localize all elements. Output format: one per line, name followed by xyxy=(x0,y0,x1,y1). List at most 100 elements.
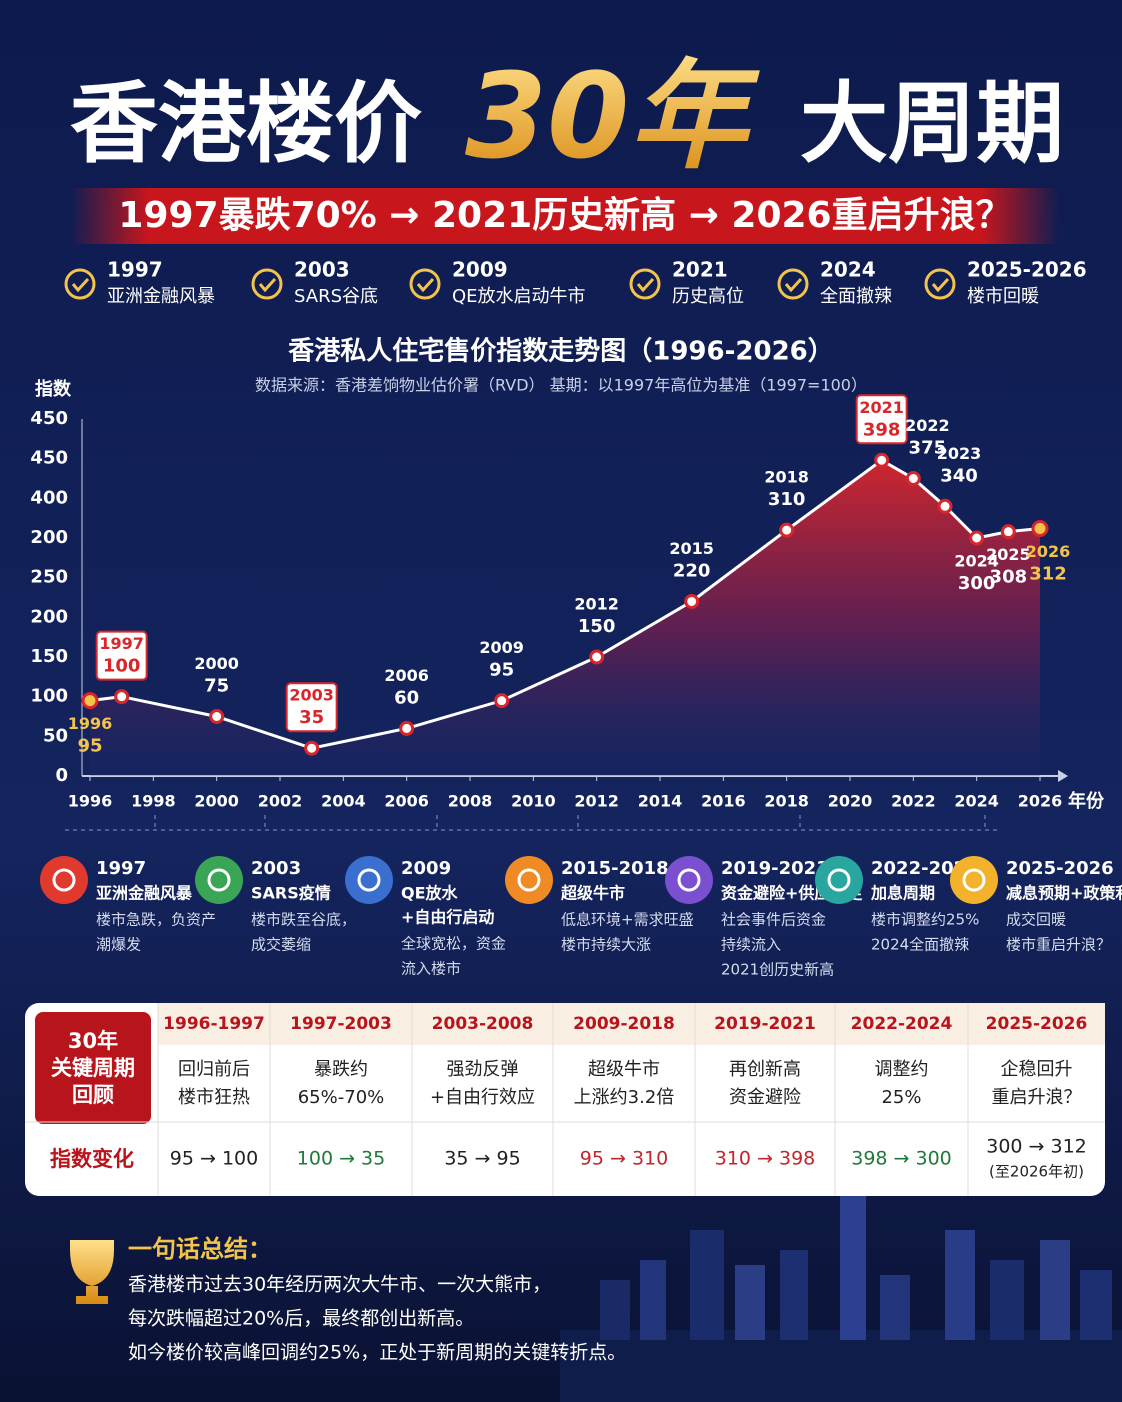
data-point xyxy=(1000,524,1016,540)
timeline-year: 1997 xyxy=(96,858,146,879)
point-year: 1996 xyxy=(68,714,113,733)
timeline-desc: 楼市跌至谷底， xyxy=(251,911,356,929)
x-tick-label: 2024 xyxy=(954,792,999,811)
table-change: 310 → 398 xyxy=(715,1148,816,1170)
table-header-bg xyxy=(158,1003,1105,1045)
table-desc: 企稳回升 xyxy=(1001,1059,1073,1080)
point-year: 2015 xyxy=(669,539,714,558)
timeline-desc: 楼市调整约25% xyxy=(871,911,979,929)
timeline-year: 2015-2018 xyxy=(561,858,669,879)
check-mark xyxy=(416,277,435,293)
data-point xyxy=(494,693,510,709)
point-year: 2012 xyxy=(574,595,619,614)
x-tick-label: 2004 xyxy=(321,792,366,811)
summary-line: 如今楼价较高峰回调约25%，正处于新周期的关键转折点。 xyxy=(128,1342,626,1364)
check-mark xyxy=(784,277,803,293)
milestone-year: 2009 xyxy=(452,258,508,282)
y-tick-label: 100 xyxy=(30,686,68,707)
data-point xyxy=(969,530,985,546)
table-desc: 重启升浪？ xyxy=(992,1087,1082,1108)
milestone-text: 亚洲金融风暴 xyxy=(107,286,215,307)
data-point xyxy=(209,709,225,724)
timeline-title: 减息预期+政策利好 xyxy=(1006,884,1122,903)
label-box xyxy=(95,630,148,681)
table-period: 2025-2026 xyxy=(986,1014,1088,1034)
y-tick-label: 200 xyxy=(30,527,68,548)
summary-line: 香港楼市过去30年经历两次大牛市、一次大熊市， xyxy=(128,1274,551,1296)
milestone-text: QE放水启动牛市 xyxy=(452,286,586,307)
timeline-desc: 全球宽松，资金 xyxy=(401,935,506,953)
table-desc: 楼市狂热 xyxy=(178,1087,250,1108)
title-part: 香港楼价 xyxy=(70,72,422,175)
x-tick-label: 2012 xyxy=(574,792,619,811)
x-tick-label: 2022 xyxy=(891,792,936,811)
title-part: 大周期 xyxy=(800,72,1064,175)
summary-title: 一句话总结： xyxy=(128,1235,272,1263)
check-icon xyxy=(251,268,283,300)
timeline-icon xyxy=(950,856,998,904)
chart-subtitle: 数据来源：香港差饷物业估价署（RVD） 基期：以1997年高位为基准（1997=… xyxy=(255,376,867,395)
table-desc: 资金避险 xyxy=(729,1087,801,1108)
summary-line: 每次跌幅超过20%后，最终都创出新高。 xyxy=(128,1308,474,1330)
table-period: 1996-1997 xyxy=(163,1014,265,1034)
trophy-icon xyxy=(70,1240,114,1304)
data-point xyxy=(874,452,890,468)
data-point xyxy=(779,522,795,538)
y-tick-label: 250 xyxy=(30,567,68,588)
x-axis-label: 年份 xyxy=(1068,790,1105,812)
point-year: 2006 xyxy=(384,666,429,685)
data-label: 398 xyxy=(863,419,901,440)
timeline-year: 2003 xyxy=(251,858,301,879)
x-tick-label: 2006 xyxy=(384,792,429,811)
x-tick-label: 2018 xyxy=(764,792,809,811)
point-year: 1997 xyxy=(99,634,144,653)
milestone-year: 2024 xyxy=(820,258,876,282)
check-icon xyxy=(64,268,96,300)
axis-arrow xyxy=(1058,770,1068,782)
timeline-desc: 流入楼市 xyxy=(401,960,461,978)
data-point xyxy=(304,740,320,756)
timeline-desc: 2024全面撤辣 xyxy=(871,936,969,954)
point-year: 2022 xyxy=(905,416,950,435)
milestone-year: 2003 xyxy=(294,258,350,282)
point-year: 2026 xyxy=(1026,542,1071,561)
point-year: 2024 xyxy=(954,552,999,571)
timeline-icon-glyph xyxy=(827,868,851,892)
table-period: 2003-2008 xyxy=(432,1014,534,1034)
x-tick-label: 2008 xyxy=(448,792,493,811)
milestone-year: 2025-2026 xyxy=(967,258,1087,282)
timeline-icon-glyph xyxy=(517,868,541,892)
data-point xyxy=(399,720,415,736)
point-year: 2000 xyxy=(194,654,239,673)
data-label: 35 xyxy=(299,707,324,728)
milestone-text: 楼市回暖 xyxy=(967,286,1039,307)
timeline-desc: 楼市重启升浪？ xyxy=(1006,936,1111,954)
data-point xyxy=(937,498,953,514)
timeline-icon-glyph xyxy=(677,868,701,892)
table-corner-bg xyxy=(35,1012,151,1124)
table-desc: 上涨约3.2倍 xyxy=(574,1087,675,1108)
check-mark xyxy=(931,277,950,293)
timeline-icon-glyph xyxy=(962,868,986,892)
table-desc: 回归前后 xyxy=(178,1059,250,1080)
data-label: 220 xyxy=(673,560,711,581)
timeline-desc: 低息环境+需求旺盛 xyxy=(561,911,694,929)
table-change: 95 → 310 xyxy=(580,1148,668,1170)
milestone-year: 1997 xyxy=(107,258,163,282)
data-label: 95 xyxy=(489,660,514,681)
data-label: 310 xyxy=(768,489,806,510)
milestone-text: 历史高位 xyxy=(672,286,744,307)
timeline-icon xyxy=(195,856,243,904)
title-highlight: 30年 xyxy=(465,47,760,185)
data-label: 60 xyxy=(394,687,419,708)
x-tick-label: 1998 xyxy=(131,792,176,811)
data-label: 75 xyxy=(204,676,229,697)
table-desc: 调整约 xyxy=(875,1059,929,1080)
timeline-desc: 持续流入 xyxy=(721,936,781,954)
table-desc: +自由行效应 xyxy=(430,1087,535,1108)
banner-text: 1997暴跌70% → 2021历史新高 → 2026重启升浪？ xyxy=(118,195,1011,236)
timeline-icon xyxy=(815,856,863,904)
x-tick-label: 2014 xyxy=(638,792,683,811)
data-label: 340 xyxy=(940,465,978,486)
